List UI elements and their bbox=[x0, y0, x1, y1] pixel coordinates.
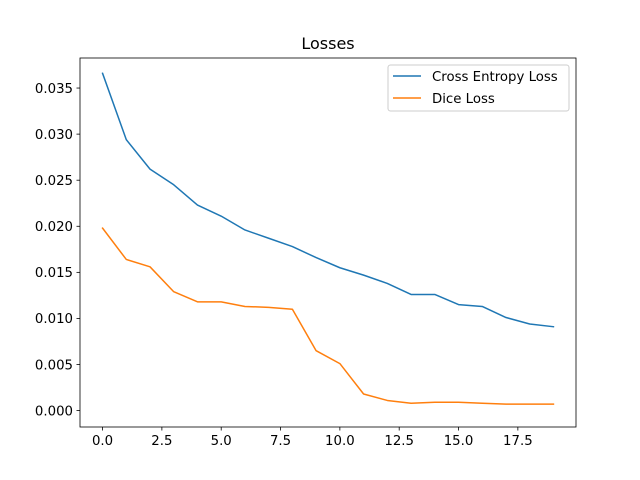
x-tick-label: 0.0 bbox=[92, 434, 113, 449]
chart-title: Losses bbox=[301, 34, 354, 53]
y-tick-label: 0.000 bbox=[35, 404, 73, 419]
x-tick-label: 2.5 bbox=[151, 434, 172, 449]
x-tick-label: 5.0 bbox=[211, 434, 232, 449]
y-tick-label: 0.005 bbox=[35, 358, 73, 373]
y-tick-label: 0.010 bbox=[35, 312, 73, 327]
legend-label: Cross Entropy Loss bbox=[432, 70, 558, 85]
y-tick-label: 0.020 bbox=[35, 220, 73, 235]
x-tick-label: 17.5 bbox=[503, 434, 533, 449]
y-tick-label: 0.025 bbox=[35, 174, 73, 189]
series-line-1 bbox=[101, 227, 555, 405]
x-tick-label: 10.0 bbox=[325, 434, 355, 449]
x-tick-label: 12.5 bbox=[384, 434, 414, 449]
y-tick-label: 0.030 bbox=[35, 128, 73, 143]
series-line-0 bbox=[101, 72, 555, 328]
legend-label: Dice Loss bbox=[432, 92, 495, 107]
x-tick-label: 7.5 bbox=[270, 434, 291, 449]
y-tick-label: 0.015 bbox=[35, 266, 73, 281]
axes-frame bbox=[79, 57, 577, 428]
legend-box bbox=[387, 64, 570, 112]
plot-area bbox=[101, 72, 555, 405]
x-tick-label: 15.0 bbox=[444, 434, 474, 449]
y-tick-label: 0.035 bbox=[35, 82, 73, 97]
axes: 0.0 2.5 5.0 7.5 10.0 12.5 15.0 17.5 0.000 0.005 0.… bbox=[35, 57, 577, 449]
legend: Cross Entropy Loss Dice Loss bbox=[387, 64, 570, 112]
